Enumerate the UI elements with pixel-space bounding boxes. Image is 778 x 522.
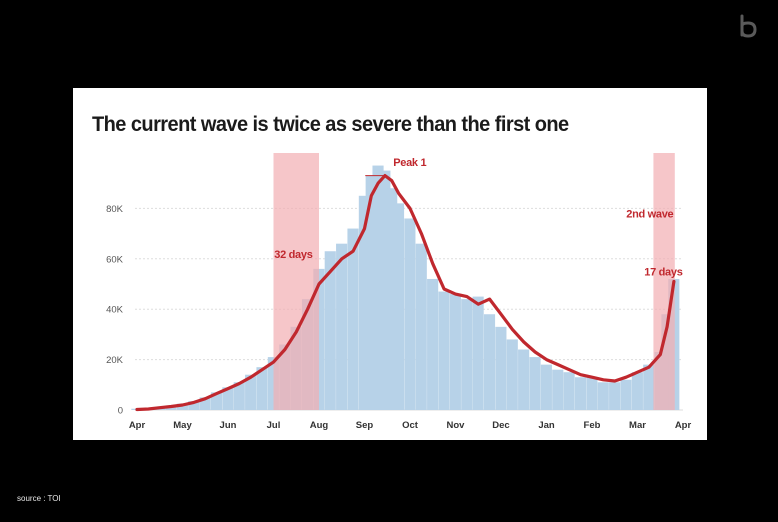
x-tick-label: Feb	[584, 420, 601, 431]
bar	[552, 369, 564, 410]
bar	[461, 299, 473, 410]
bar	[379, 170, 391, 410]
bar	[620, 379, 632, 410]
chart-panel: The current wave is twice as severe than…	[73, 88, 707, 440]
bar	[210, 392, 223, 410]
bar	[324, 251, 336, 410]
x-tick-label: Jun	[220, 420, 237, 431]
bar	[586, 377, 598, 410]
bar	[518, 349, 530, 410]
wave-band	[273, 153, 319, 410]
x-tick-label: Aug	[310, 420, 329, 431]
bar	[358, 195, 370, 410]
x-tick-label: Apr	[675, 420, 692, 431]
y-tick-label: 60K	[106, 254, 124, 265]
bar	[347, 228, 359, 410]
chart-area: 0 20K 40K 60K 80K Apr May Jun Jul Aug Sep Oct Nov Dec…	[106, 153, 692, 431]
annotation-32-days: 32 days	[274, 249, 312, 261]
annotation-2nd-wave: 2nd wave	[626, 208, 673, 220]
y-tick-label: 40K	[106, 305, 124, 316]
bar	[415, 243, 427, 410]
x-tick-label: May	[173, 420, 192, 431]
series-line	[135, 174, 676, 412]
x-tick-label: Jan	[538, 420, 555, 431]
bar	[631, 372, 643, 410]
bar	[392, 203, 405, 410]
bar	[449, 294, 461, 410]
bar	[483, 314, 496, 410]
bar	[540, 364, 552, 410]
x-tick-label: Nov	[447, 420, 466, 431]
y-tick-label: 20K	[106, 355, 124, 366]
source-caption: source : TOI	[17, 494, 61, 503]
bar	[574, 377, 587, 410]
x-tick-label: Jul	[267, 420, 281, 431]
x-tick-label: Oct	[402, 420, 419, 431]
bar	[256, 367, 268, 410]
bar	[427, 278, 439, 410]
annotation-peak-1: Peak 1	[393, 157, 426, 169]
bar	[529, 357, 541, 410]
bar	[365, 175, 377, 410]
bar	[597, 382, 609, 410]
bar	[404, 218, 416, 410]
bar	[506, 339, 518, 410]
x-tick-label: Dec	[492, 420, 509, 431]
bar	[438, 291, 450, 410]
bar	[233, 382, 245, 410]
bar	[472, 296, 484, 410]
x-tick-label: Mar	[629, 420, 646, 431]
x-tick-label: Sep	[356, 420, 374, 431]
bar	[609, 382, 621, 410]
bar	[336, 243, 348, 410]
bar	[372, 165, 384, 410]
bar	[176, 403, 188, 410]
bar	[199, 397, 211, 410]
y-tick-label: 0	[118, 406, 123, 417]
b-logo-icon	[740, 14, 757, 38]
bar	[188, 401, 200, 410]
bar	[495, 326, 507, 410]
bar	[267, 357, 279, 410]
y-tick-label: 80K	[106, 204, 124, 215]
chart-title: The current wave is twice as severe than…	[92, 112, 569, 136]
bar	[563, 372, 575, 410]
bar	[245, 374, 257, 410]
bar	[222, 387, 234, 410]
annotation-17-days: 17 days	[644, 266, 682, 278]
wave-band	[653, 153, 675, 410]
bar	[386, 188, 398, 410]
bar	[643, 364, 655, 410]
x-tick-label: Apr	[129, 420, 146, 431]
